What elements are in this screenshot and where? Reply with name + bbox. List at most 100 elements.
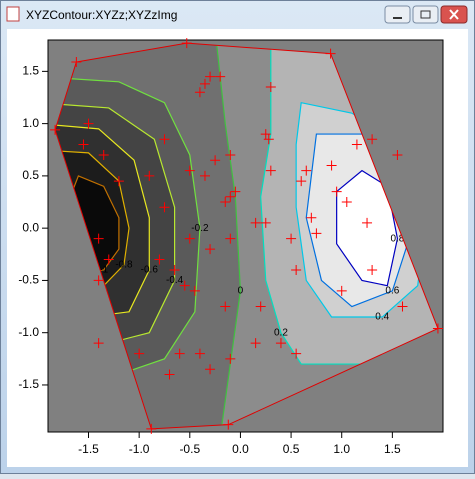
x-tick-label: 0.5 (283, 442, 300, 456)
x-tick-label: -0.5 (179, 442, 200, 456)
data-point (179, 280, 190, 291)
data-point (296, 176, 307, 187)
data-point (367, 134, 378, 145)
data-point (397, 301, 408, 312)
window-icon (6, 6, 20, 22)
data-point (275, 338, 286, 349)
data-point (159, 202, 170, 213)
x-tick-label: 1.0 (333, 442, 350, 456)
maximize-glyph (420, 10, 431, 19)
contour-line (336, 169, 399, 287)
contour-label: 0.2 (274, 327, 288, 338)
data-point (301, 165, 312, 176)
data-point (159, 134, 170, 145)
data-point (50, 124, 61, 135)
x-tick-label: 1.5 (384, 442, 401, 456)
data-point (144, 170, 155, 181)
contour-label: -0.4 (166, 275, 184, 286)
data-point (306, 212, 317, 223)
data-point (225, 353, 236, 364)
contour-label: 0 (238, 286, 244, 297)
data-point (260, 129, 271, 140)
maximize-button[interactable] (412, 5, 439, 24)
contour-label: -0.6 (141, 265, 159, 276)
data-point (215, 71, 226, 82)
data-point (225, 233, 236, 244)
data-point (78, 139, 89, 150)
x-tick-label: -1.0 (129, 442, 150, 456)
window-title: XYZContour:XYZz;XYZzImg (26, 8, 177, 22)
data-point (220, 301, 231, 312)
data-point (189, 285, 200, 296)
contour-label: -0.8 (115, 259, 133, 270)
data-point (250, 217, 261, 228)
data-point (199, 78, 210, 89)
data-point (286, 233, 297, 244)
data-point (263, 134, 274, 145)
data-point (392, 149, 403, 160)
data-point (154, 254, 165, 265)
x-tick-label: 0.0 (232, 442, 249, 456)
data-point (341, 197, 352, 208)
data-point (194, 87, 205, 98)
data-point (184, 233, 195, 244)
close-glyph (449, 9, 459, 20)
contour-label: 0.4 (375, 312, 389, 323)
data-point (265, 165, 276, 176)
data-point (223, 419, 234, 430)
data-point (250, 338, 261, 349)
data-point (146, 423, 157, 434)
data-point (181, 38, 192, 49)
data-point (93, 275, 104, 286)
data-point (113, 176, 124, 187)
data-point (336, 285, 347, 296)
data-point (103, 254, 114, 265)
data-point (225, 191, 236, 202)
convex-hull (54, 42, 439, 430)
x-tick-label: -1.5 (78, 442, 99, 456)
data-point (220, 197, 231, 208)
data-point (210, 155, 221, 166)
contour-label: -0.2 (191, 223, 209, 234)
y-tick-label: -0.5 (18, 273, 39, 287)
data-point (291, 348, 302, 359)
data-point (93, 338, 104, 349)
y-tick-label: -1.0 (18, 325, 39, 339)
data-point (331, 186, 342, 197)
data-point (265, 82, 276, 93)
data-point (71, 56, 82, 67)
contour-label: 0.6 (385, 286, 399, 297)
data-point (205, 244, 216, 255)
data-point (255, 301, 266, 312)
y-tick-label: 1.0 (22, 116, 39, 130)
data-point (325, 48, 336, 59)
data-point (205, 71, 216, 82)
contour-label: -1 (99, 265, 108, 276)
data-point (230, 186, 241, 197)
data-point (362, 217, 373, 228)
data-point (432, 323, 443, 334)
data-point (326, 160, 337, 171)
data-point (225, 149, 236, 160)
data-point (184, 165, 195, 176)
data-point (260, 217, 271, 228)
data-point (93, 233, 104, 244)
data-point (98, 149, 109, 160)
data-point (291, 264, 302, 275)
contour-label: 0.8 (390, 233, 404, 244)
data-point (174, 348, 185, 359)
y-tick-label: -1.5 (18, 377, 39, 391)
data-point (134, 348, 145, 359)
data-point (194, 348, 205, 359)
data-point (311, 228, 322, 239)
data-point (351, 139, 362, 150)
y-tick-label: 0.5 (22, 168, 39, 182)
data-point (205, 364, 216, 375)
data-point (83, 118, 94, 129)
minimize-button[interactable] (384, 5, 411, 24)
data-point (367, 264, 378, 275)
y-tick-label: 0.0 (22, 220, 39, 234)
data-point (164, 369, 175, 380)
